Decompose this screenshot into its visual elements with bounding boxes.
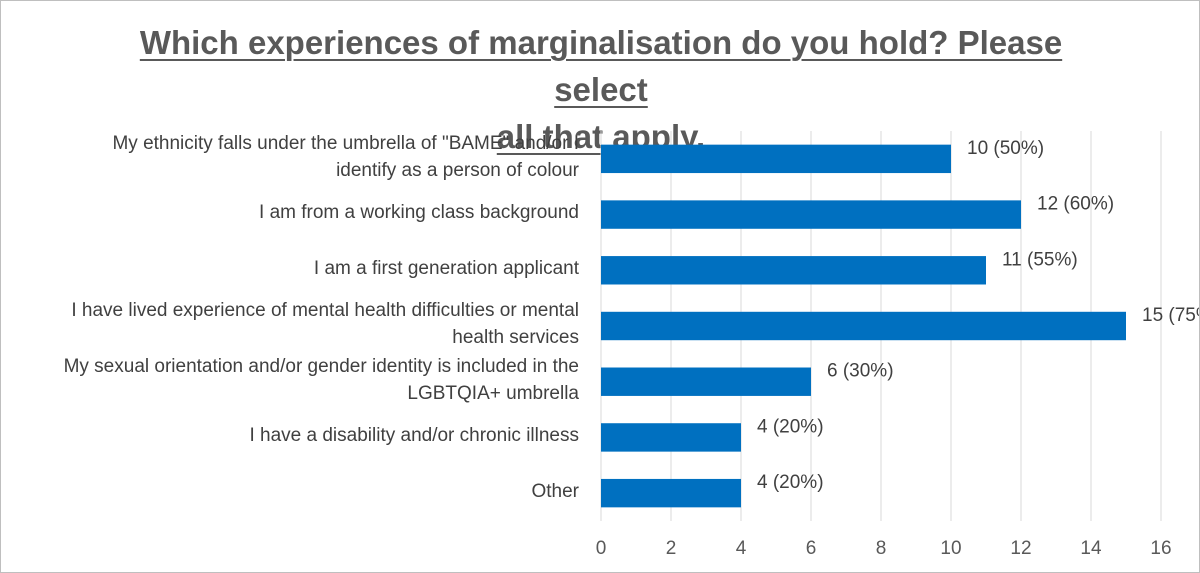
category-label: I am from a working class background [0, 199, 579, 226]
data-label: 4 (20%) [757, 472, 824, 493]
data-label: 12 (60%) [1037, 194, 1114, 215]
category-label-line: health services [452, 327, 579, 348]
data-label: 4 (20%) [757, 416, 824, 437]
bar [601, 200, 1021, 229]
x-tick-label: 0 [596, 538, 607, 559]
chart-title-line-1: Which experiences of marginalisation do … [139, 24, 1063, 108]
x-tick-label: 16 [1150, 538, 1171, 559]
bar [601, 367, 811, 396]
x-tick-label: 6 [806, 538, 817, 559]
category-label-line: My ethnicity falls under the umbrella of… [112, 132, 579, 154]
category-label: Other [0, 478, 579, 505]
x-tick-label: 4 [736, 538, 747, 559]
category-label-line: I have a disability and/or chronic illne… [249, 424, 579, 446]
category-label-line: LGBTQIA+ umbrella [407, 382, 579, 404]
bar [601, 311, 1126, 341]
x-tick-label: 14 [1080, 538, 1102, 559]
x-tick-label: 2 [666, 538, 677, 559]
category-label-line: I am a first generation applicant [313, 257, 579, 279]
category-label: I have a disability and/or chronic illne… [0, 422, 579, 449]
bar [601, 478, 741, 508]
category-label: My ethnicity falls under the umbrella of… [0, 130, 579, 184]
category-label: My sexual orientation and/or gender iden… [0, 353, 579, 407]
data-label: 11 (55%) [1002, 249, 1078, 270]
data-label: 10 (50%) [967, 138, 1044, 159]
x-axis-ticks: 0 2 4 6 8 10 12 14 16 [596, 538, 1172, 559]
x-tick-label: 12 [1010, 538, 1031, 559]
data-label: 15 (75%) [1142, 305, 1199, 326]
category-label: I am a first generation applicant [0, 255, 579, 282]
x-tick-label: 8 [876, 538, 887, 559]
category-label-line: My sexual orientation and/or gender iden… [63, 355, 579, 377]
bar [601, 256, 986, 285]
x-tick-label: 10 [940, 538, 961, 559]
data-label: 6 (30%) [827, 361, 894, 382]
chart-title: Which experiences of marginalisation do … [101, 19, 1101, 160]
category-label-line: I have lived experience of mental health… [71, 300, 579, 321]
category-label: I have lived experience of mental health… [0, 297, 579, 351]
bar [601, 423, 741, 452]
category-label-line: Other [531, 480, 579, 502]
bars [601, 144, 1126, 508]
category-label-line: identify as a person of colour [336, 159, 579, 181]
data-labels: 10 (50%) 12 (60%) 11 (55%) 15 (75%) 6 (30%) 4… [757, 138, 1199, 493]
category-label-line: I am from a working class background [259, 202, 579, 224]
bar [601, 144, 951, 174]
